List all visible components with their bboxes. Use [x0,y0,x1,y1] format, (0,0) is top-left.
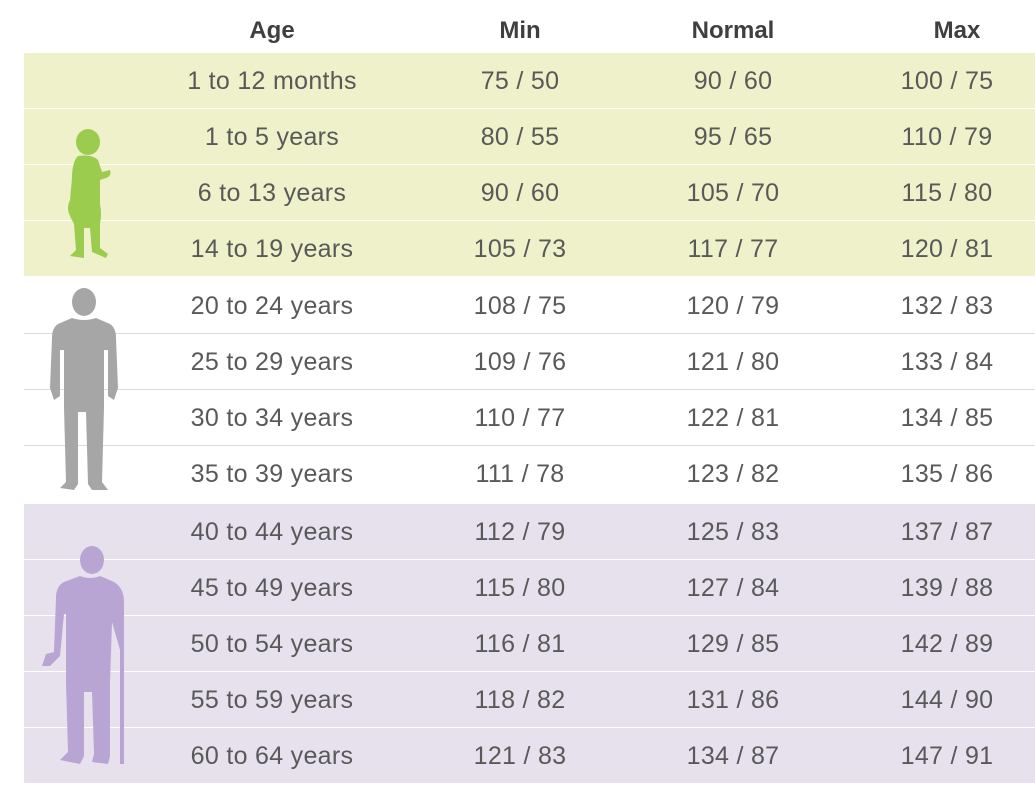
max-cell: 137 / 87 [900,518,994,546]
table-row: 40 to 44 years 112 / 79 125 / 83 137 / 8… [24,504,1035,560]
normal-cell: 131 / 86 [686,686,780,714]
table-row: 50 to 54 years 116 / 81 129 / 85 142 / 8… [24,616,1035,672]
max-cell: 110 / 79 [901,123,993,151]
normal-cell: 125 / 83 [686,518,780,546]
min-cell: 80 / 55 [480,123,560,151]
max-cell: 147 / 91 [900,742,994,770]
table-row: 45 to 49 years 115 / 80 127 / 84 139 / 8… [24,560,1035,616]
normal-cell: 120 / 79 [686,292,780,320]
elder-group-band [24,504,1035,783]
table-row: 6 to 13 years 90 / 60 105 / 70 115 / 80 [24,165,1035,221]
normal-cell: 122 / 81 [686,404,780,432]
age-cell: 35 to 39 years [190,460,354,488]
header-min: Min [499,17,541,44]
max-cell: 139 / 88 [900,574,994,602]
min-cell: 111 / 78 [475,460,565,488]
min-cell: 116 / 81 [474,630,566,658]
header-age: Age [249,17,295,44]
child-figure-icon [68,129,111,258]
normal-cell: 123 / 82 [686,460,780,488]
header-normal: Normal [691,17,775,44]
normal-cell: 117 / 77 [687,235,779,263]
age-cell: 30 to 34 years [190,404,354,432]
normal-cell: 134 / 87 [686,742,780,770]
max-cell: 132 / 83 [900,292,994,320]
table-row: 1 to 12 months 75 / 50 90 / 60 100 / 75 [24,53,1035,109]
age-cell: 60 to 64 years [190,742,354,770]
max-cell: 142 / 89 [900,630,994,658]
age-cell: 14 to 19 years [190,235,354,263]
min-cell: 118 / 82 [474,686,566,714]
min-cell: 115 / 80 [474,574,566,602]
min-cell: 121 / 83 [473,742,567,770]
age-cell: 1 to 12 months [187,67,357,95]
max-cell: 134 / 85 [900,404,994,432]
normal-cell: 95 / 65 [693,123,773,151]
normal-cell: 129 / 85 [686,630,780,658]
max-cell: 135 / 86 [900,460,994,488]
min-cell: 110 / 77 [474,404,566,432]
normal-cell: 105 / 70 [686,179,780,207]
header-max: Max [933,17,981,44]
adult-group-band [24,277,1035,503]
max-cell: 133 / 84 [900,348,994,376]
adult-figure-icon [50,288,118,490]
table-row: 25 to 29 years 109 / 76 121 / 80 133 / 8… [24,334,1035,390]
max-cell: 100 / 75 [900,67,994,95]
age-cell: 40 to 44 years [190,518,354,546]
min-cell: 109 / 76 [473,348,567,376]
age-cell: 6 to 13 years [197,179,347,207]
age-cell: 20 to 24 years [190,292,354,320]
table-row: 60 to 64 years 121 / 83 134 / 87 147 / 9… [24,728,1035,784]
min-cell: 105 / 73 [473,235,567,263]
max-cell: 120 / 81 [900,235,994,263]
normal-cell: 90 / 60 [693,67,773,95]
normal-cell: 121 / 80 [686,348,780,376]
age-cell: 25 to 29 years [190,348,354,376]
age-cell: 50 to 54 years [190,630,354,658]
table-row: 30 to 34 years 110 / 77 122 / 81 134 / 8… [24,390,1035,446]
table-row: 35 to 39 years 111 / 78 123 / 82 135 / 8… [24,446,1035,502]
table-row: 1 to 5 years 80 / 55 95 / 65 110 / 79 [24,109,1035,165]
table-row: 14 to 19 years 105 / 73 117 / 77 120 / 8… [24,221,1035,277]
min-cell: 75 / 50 [480,67,560,95]
table-row: 55 to 59 years 118 / 82 131 / 86 144 / 9… [24,672,1035,728]
max-cell: 144 / 90 [900,686,994,714]
age-cell: 1 to 5 years [204,123,340,151]
table-row: 20 to 24 years 108 / 75 120 / 79 132 / 8… [24,278,1035,334]
age-cell: 55 to 59 years [190,686,354,714]
min-cell: 112 / 79 [474,518,566,546]
min-cell: 108 / 75 [473,292,567,320]
normal-cell: 127 / 84 [686,574,780,602]
age-cell: 45 to 49 years [190,574,354,602]
elder-with-cane-icon [42,546,124,764]
max-cell: 115 / 80 [901,179,993,207]
table-header: Age Min Normal Max [0,0,1035,54]
min-cell: 90 / 60 [480,179,560,207]
